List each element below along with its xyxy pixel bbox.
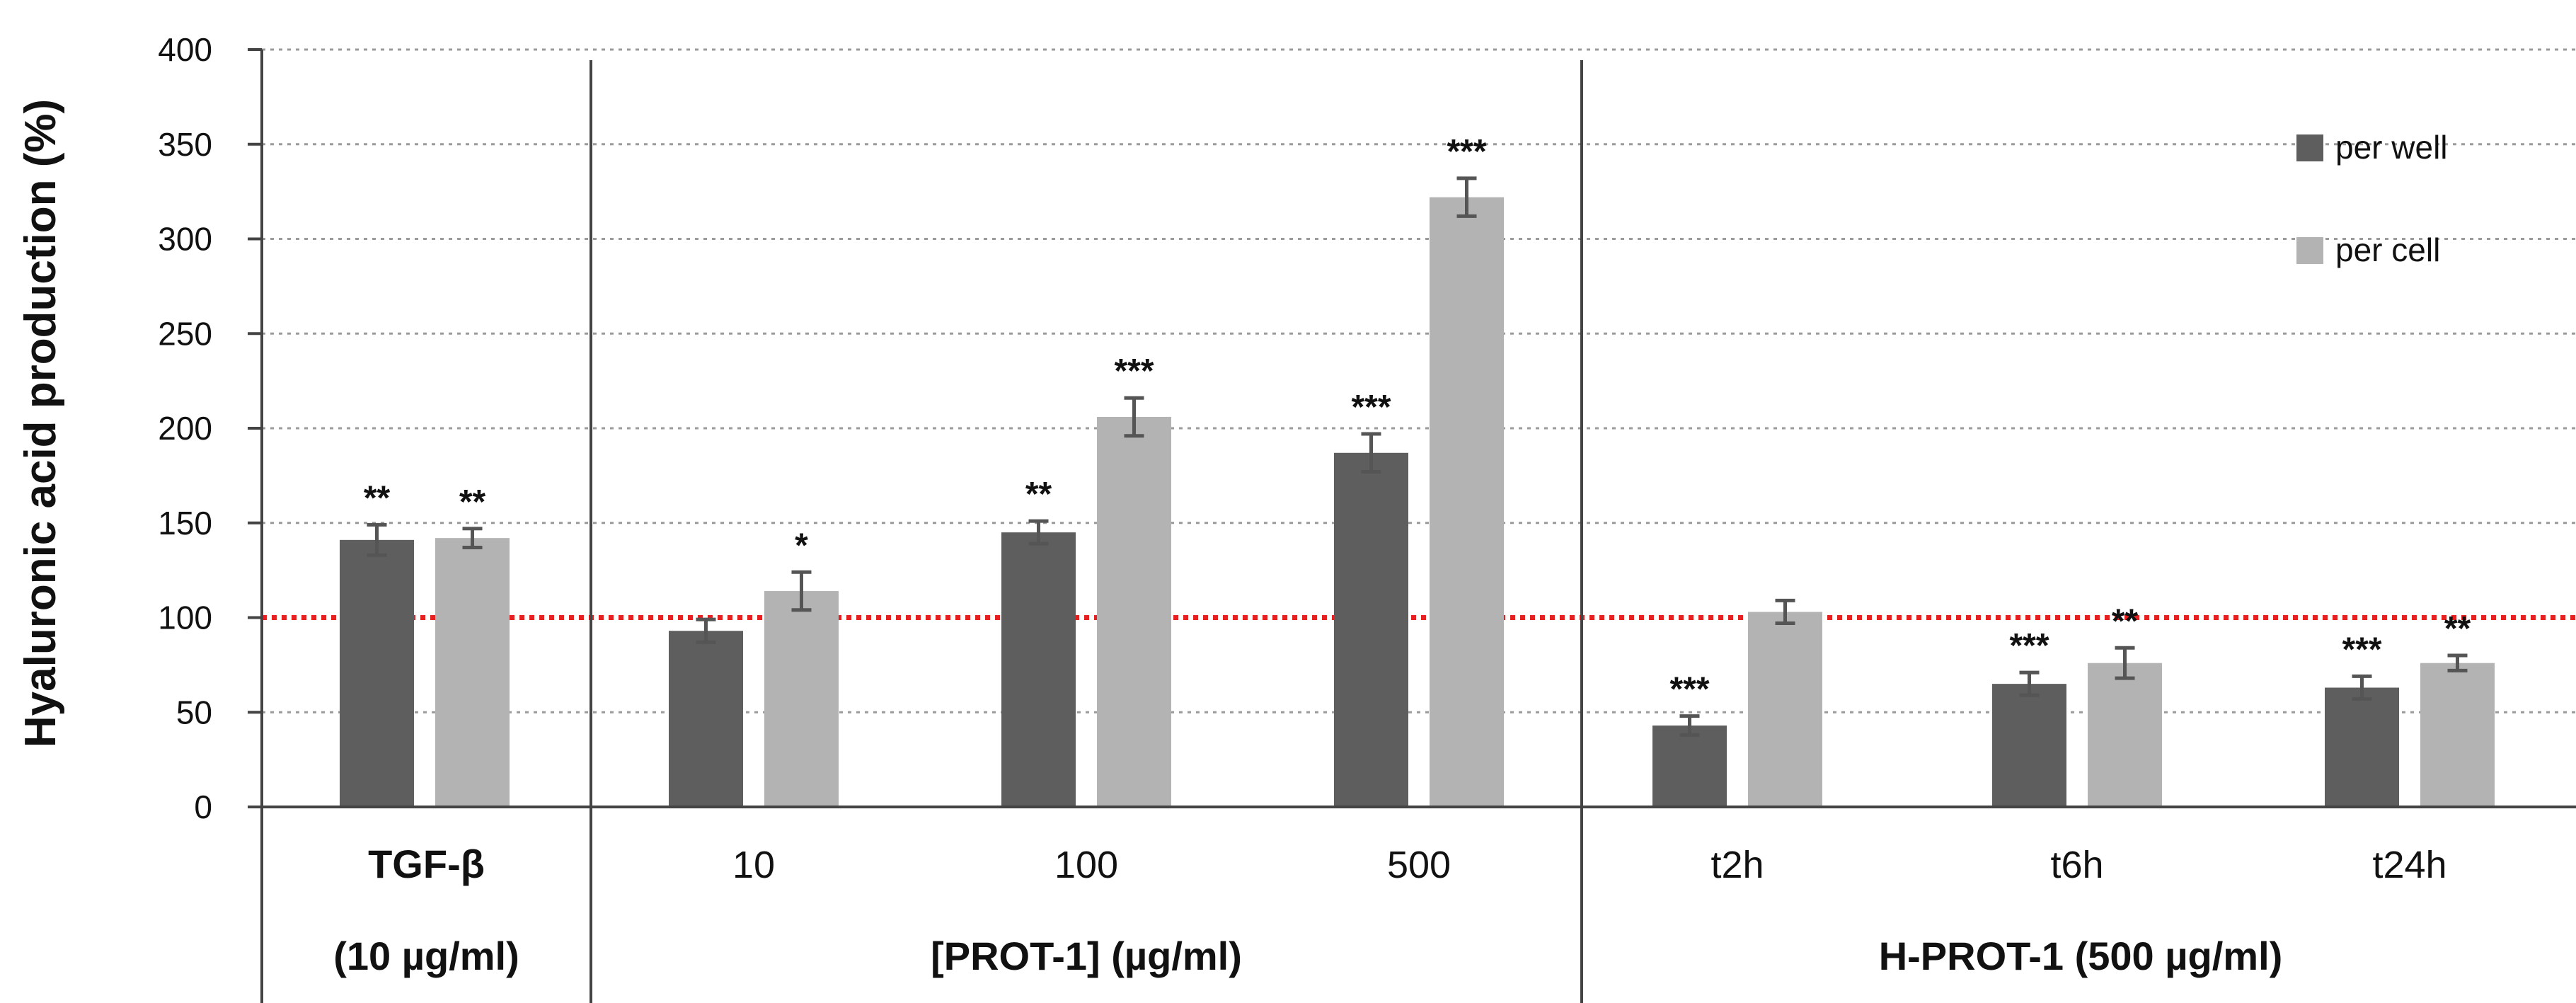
significance-label: ** — [364, 479, 391, 517]
category-label: 100 — [1054, 844, 1118, 886]
axes — [248, 48, 2576, 1003]
significance-label: *** — [2342, 631, 2381, 668]
significance-label: *** — [2009, 627, 2049, 665]
category-label: t2h — [1710, 844, 1764, 886]
legend: per well per cell — [2296, 129, 2448, 268]
group-label-line1: TGF-β — [368, 842, 485, 886]
bar-per-cell — [1097, 416, 1171, 807]
bar-per-cell — [435, 538, 510, 807]
legend-swatch — [2296, 134, 2323, 161]
bars: ** *********** ************** ** — [340, 133, 2495, 807]
significance-label: ** — [2112, 602, 2139, 640]
significance-label: *** — [1351, 389, 1391, 426]
significance-label: *** — [1447, 133, 1486, 171]
y-axis-label: Hyaluronic acid production (%) — [16, 99, 65, 747]
y-tick-label: 150 — [158, 505, 212, 541]
significance-label: ** — [1025, 476, 1052, 513]
bar-per-cell — [2088, 663, 2162, 807]
bar-per-well — [1992, 684, 2066, 807]
y-tick-labels: 0 50 100 150 200 250 300 350 400 — [158, 31, 212, 825]
bar-per-well — [340, 539, 414, 807]
category-label: 500 — [1387, 844, 1451, 886]
gridlines — [262, 48, 2576, 713]
category-label: t24h — [2372, 844, 2446, 886]
group-label: (10 µg/ml) — [333, 934, 519, 978]
legend-label: per cell — [2335, 231, 2440, 268]
category-label: 10 — [732, 844, 775, 886]
bar-per-well — [669, 631, 743, 807]
significance-label: *** — [1114, 353, 1154, 390]
legend-label: per well — [2335, 129, 2448, 166]
y-tick-label: 50 — [176, 694, 212, 730]
legend-swatch — [2296, 237, 2323, 264]
significance-label: ** — [2444, 610, 2471, 648]
bar-per-well — [1001, 532, 1076, 807]
y-tick-label: 250 — [158, 315, 212, 352]
category-label: t6h — [2050, 844, 2103, 886]
significance-label: * — [795, 527, 808, 564]
group-label: [PROT-1] (µg/ml) — [931, 934, 1242, 978]
bar-per-cell — [764, 591, 839, 807]
significance-label: *** — [1669, 671, 1709, 709]
bar-per-cell — [1748, 612, 1822, 807]
y-tick-label: 100 — [158, 600, 212, 636]
y-tick-label: 400 — [158, 31, 212, 68]
bar-per-cell — [2420, 663, 2495, 807]
category-labels: 10 100 500 t2h t6h t24h TGF-β (10 µg/ml) [PROT-1… — [333, 842, 2446, 978]
y-tick-label: 300 — [158, 221, 212, 258]
bar-per-well — [1334, 452, 1408, 807]
y-tick-label: 200 — [158, 410, 212, 447]
bar-per-well — [1652, 725, 1727, 807]
bar-per-well — [2325, 687, 2399, 807]
significance-label: ** — [459, 483, 486, 521]
y-tick-label: 0 — [194, 789, 212, 825]
bar-per-cell — [1430, 197, 1504, 807]
y-tick-label: 350 — [158, 126, 212, 163]
group-label: H-PROT-1 (500 µg/ml) — [1879, 934, 2283, 978]
